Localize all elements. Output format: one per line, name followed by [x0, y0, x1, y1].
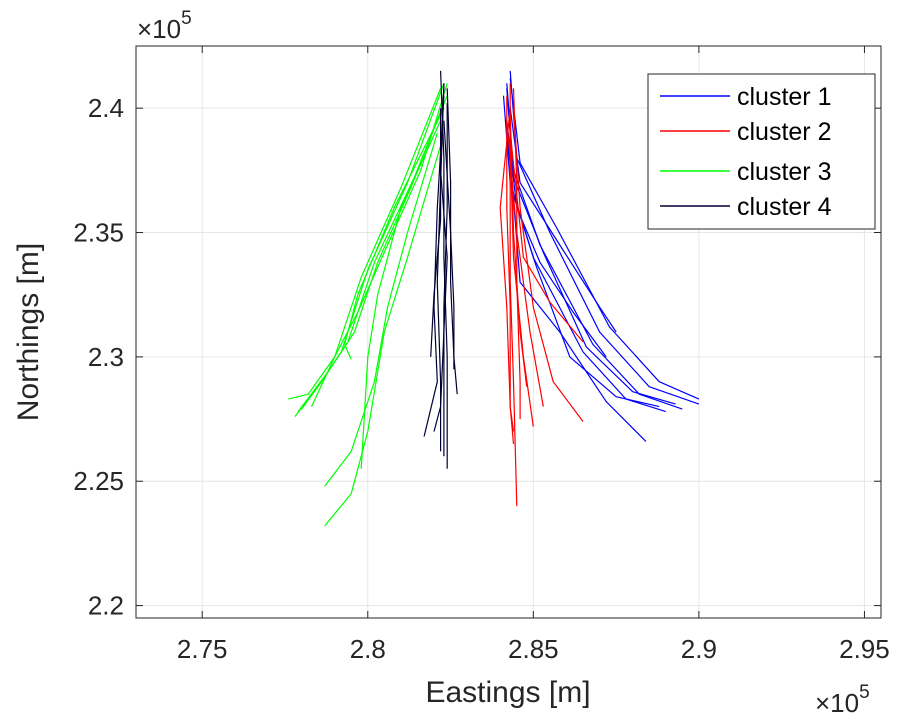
x-axis-multiplier: ×105 [815, 682, 870, 718]
series-cluster-4 [423, 70, 458, 469]
series-cluster-3 [288, 83, 448, 527]
legend-label-cluster-3: cluster 3 [737, 158, 831, 186]
legend-box [647, 73, 876, 230]
y-tick-label: 2.3 [88, 342, 124, 372]
x-tick-label: 2.75 [177, 634, 228, 664]
x-tick-label: 2.95 [839, 634, 890, 664]
trajectory-line [443, 120, 455, 370]
trajectory-line [297, 102, 445, 412]
trajectory-line [499, 108, 515, 432]
trajectory-line [288, 88, 442, 400]
legend-label-cluster-2: cluster 2 [737, 118, 831, 146]
trajectory-line [433, 83, 448, 432]
x-tick-label: 2.85 [508, 634, 559, 664]
x-tick-label: 2.9 [681, 634, 717, 664]
data-lines [288, 70, 700, 527]
y-tick-label: 2.35 [73, 218, 124, 248]
trajectory-line [344, 107, 445, 360]
y-axis-label: Northings [m] [12, 243, 45, 421]
series-cluster-2 [499, 83, 584, 507]
axis-ticks: 2.75 2.8 2.85 2.9 2.95 2.2 2.25 2.3 2.35 2.4 [73, 46, 890, 664]
trajectory-line [324, 145, 442, 527]
legend: cluster 1 cluster 2 cluster 3 cluster 4 [647, 73, 876, 230]
y-tick-label: 2.25 [73, 466, 124, 496]
legend-label-cluster-1: cluster 1 [737, 83, 831, 111]
y-axis-multiplier: ×105 [137, 8, 192, 44]
x-tick-label: 2.8 [350, 634, 386, 664]
y-tick-label: 2.2 [88, 591, 124, 621]
trajectory-line [509, 78, 700, 400]
plot-frame [135, 45, 882, 619]
trajectory-line [446, 88, 458, 395]
trajectory-line [512, 108, 584, 422]
trajectory-line [509, 132, 584, 343]
x-axis-label: Eastings [m] [425, 676, 590, 709]
trajectory-line [506, 120, 607, 358]
trajectory-line [509, 113, 528, 387]
y-tick-label: 2.4 [88, 93, 124, 123]
legend-label-cluster-4: cluster 4 [737, 193, 832, 221]
trajectory-line [324, 132, 438, 487]
trajectory-line [502, 95, 666, 413]
trajectory-line [423, 95, 445, 437]
